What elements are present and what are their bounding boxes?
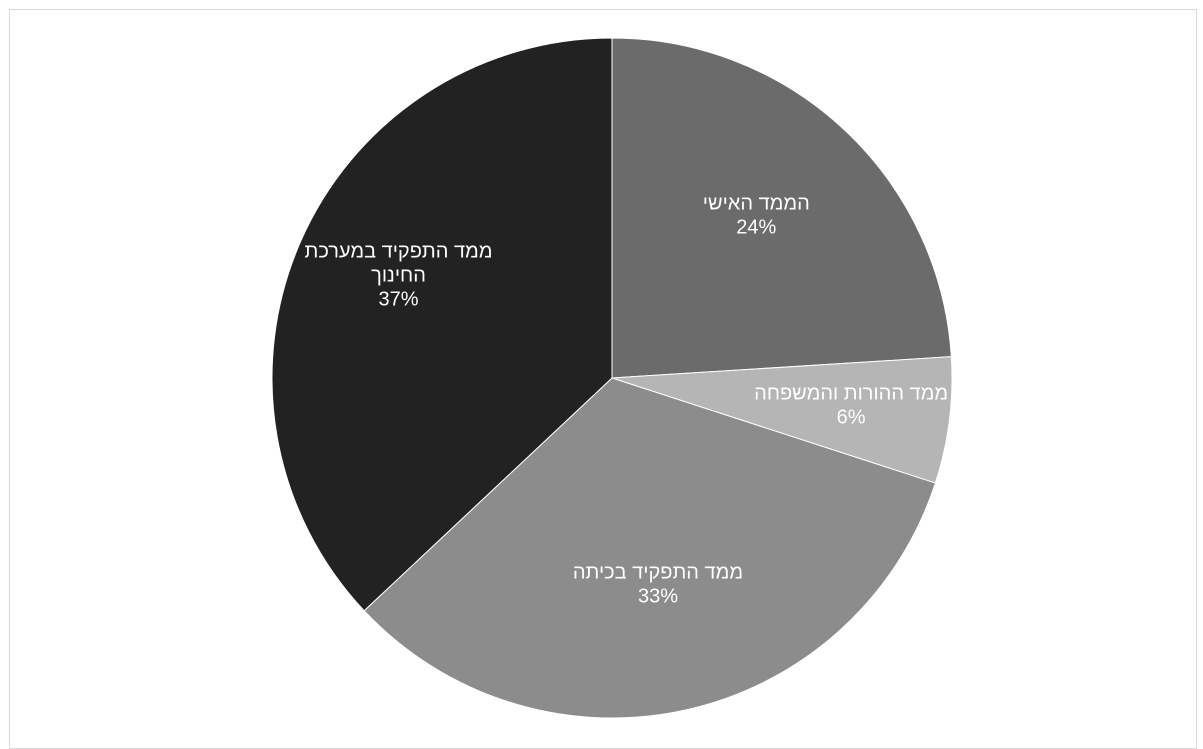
pie-slice-0 xyxy=(611,37,952,379)
slice-category-label-2: ממד התפקיד בכיתה xyxy=(573,562,743,584)
slice-category-label-3: ממד התפקיד במערכת xyxy=(305,240,493,262)
pie-slice-2 xyxy=(363,377,936,719)
slice-category-label-3: החינוך xyxy=(371,264,426,286)
slice-value-label-1: 6% xyxy=(837,406,866,428)
slice-category-label-0: הממד האישי xyxy=(703,192,810,214)
pie-slice-1 xyxy=(611,356,953,484)
slices-layer xyxy=(271,37,953,719)
slice-value-label-0: 24% xyxy=(736,216,776,238)
pie-slice-3 xyxy=(271,37,613,612)
slice-category-label-1: ממד ההורות והמשפחה xyxy=(754,382,948,404)
slice-value-label-2: 33% xyxy=(638,586,678,608)
slice-value-label-3: 37% xyxy=(379,288,419,310)
